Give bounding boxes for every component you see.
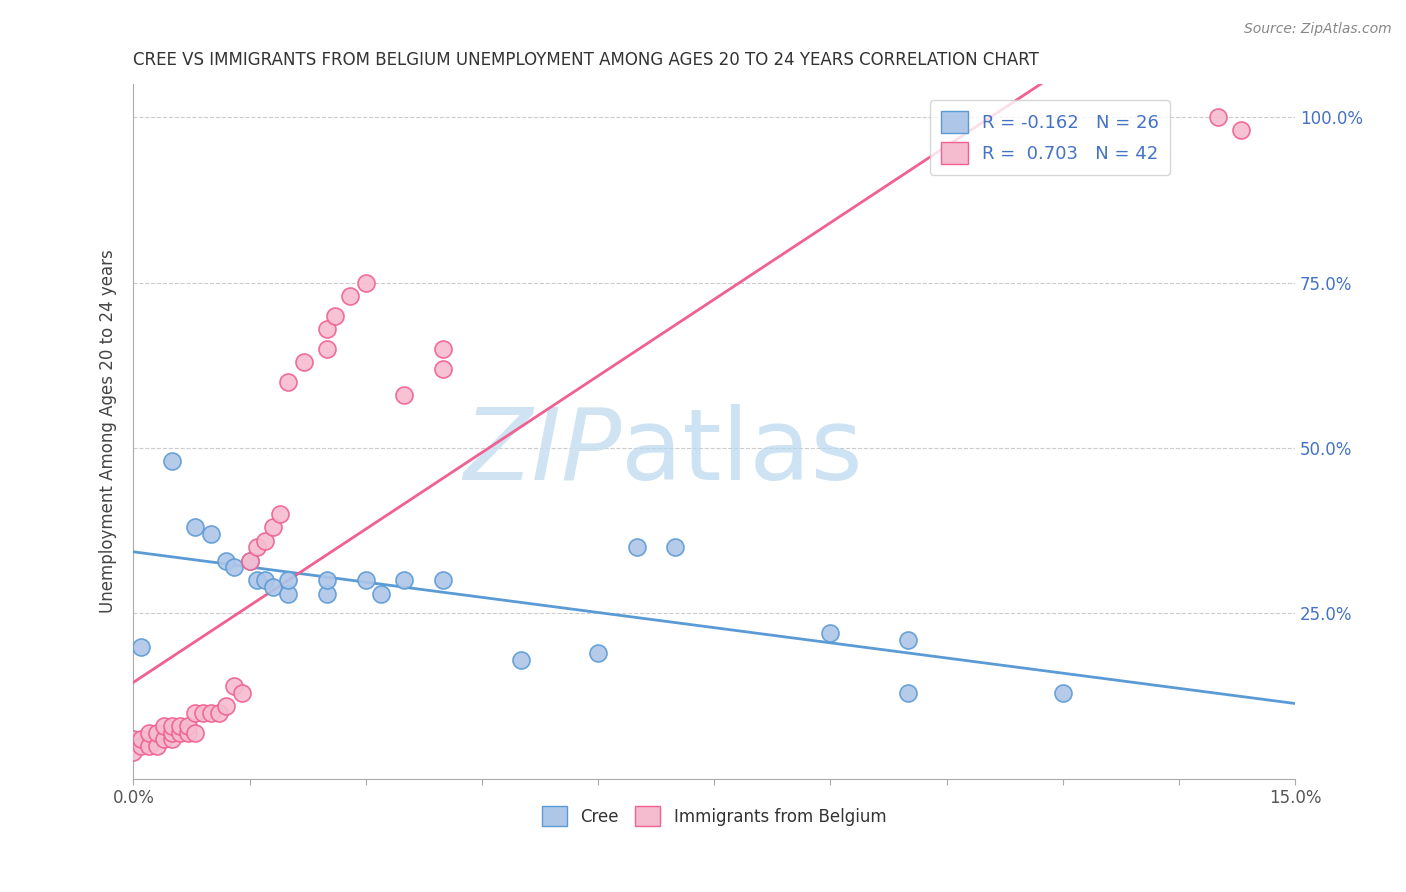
Point (262, 520, 284, 534)
Point (176, 725, 198, 739)
Point (160, 719, 183, 733)
Point (354, 276, 377, 290)
Point (394, 574, 416, 588)
Point (246, 541, 269, 555)
Point (184, 706, 207, 720)
Point (153, 719, 176, 733)
Point (238, 553, 260, 567)
Legend: Cree, Immigrants from Belgium: Cree, Immigrants from Belgium (536, 799, 893, 833)
Point (207, 706, 229, 720)
Point (664, 541, 686, 555)
Point (231, 686, 253, 700)
Point (184, 520, 207, 534)
Y-axis label: Unemployment Among Ages 20 to 24 years: Unemployment Among Ages 20 to 24 years (100, 250, 117, 614)
Point (432, 574, 454, 588)
Point (897, 632, 920, 647)
Point (169, 719, 191, 733)
Point (370, 587, 392, 601)
Point (897, 686, 920, 700)
Point (253, 533, 276, 548)
Point (432, 361, 454, 376)
Point (200, 706, 222, 720)
Point (339, 289, 361, 303)
Text: CREE VS IMMIGRANTS FROM BELGIUM UNEMPLOYMENT AMONG AGES 20 TO 24 YEARS CORRELATI: CREE VS IMMIGRANTS FROM BELGIUM UNEMPLOY… (134, 51, 1039, 69)
Point (626, 541, 648, 555)
Point (394, 388, 416, 402)
Point (169, 725, 191, 739)
Point (129, 739, 152, 753)
Point (246, 574, 269, 588)
Point (122, 746, 145, 760)
Point (238, 553, 260, 567)
Point (316, 574, 339, 588)
Point (269, 507, 291, 521)
Point (820, 626, 842, 640)
Point (191, 706, 214, 720)
Point (253, 574, 276, 588)
Point (153, 732, 176, 747)
Point (160, 454, 183, 468)
Point (1206, 110, 1229, 124)
Point (292, 355, 315, 369)
Point (176, 719, 198, 733)
Point (160, 725, 183, 739)
Point (129, 732, 152, 747)
Point (129, 640, 152, 654)
Point (277, 375, 299, 389)
Point (184, 725, 207, 739)
Point (432, 342, 454, 356)
Point (122, 732, 145, 747)
Point (509, 653, 531, 667)
Point (215, 699, 238, 714)
Point (277, 574, 299, 588)
Point (145, 739, 167, 753)
Point (138, 739, 160, 753)
Point (262, 580, 284, 594)
Point (138, 725, 160, 739)
Point (277, 587, 299, 601)
Point (222, 679, 245, 693)
Point (222, 560, 245, 574)
Point (354, 574, 377, 588)
Point (316, 322, 339, 336)
Point (145, 725, 167, 739)
Point (1230, 123, 1253, 137)
Point (200, 527, 222, 541)
Point (316, 342, 339, 356)
Point (1052, 686, 1074, 700)
Text: ZIP: ZIP (463, 404, 621, 501)
Point (316, 587, 339, 601)
Point (586, 646, 609, 660)
Point (215, 553, 238, 567)
Point (160, 732, 183, 747)
Text: Source: ZipAtlas.com: Source: ZipAtlas.com (1244, 22, 1392, 37)
Point (323, 309, 346, 323)
Text: atlas: atlas (621, 404, 863, 501)
